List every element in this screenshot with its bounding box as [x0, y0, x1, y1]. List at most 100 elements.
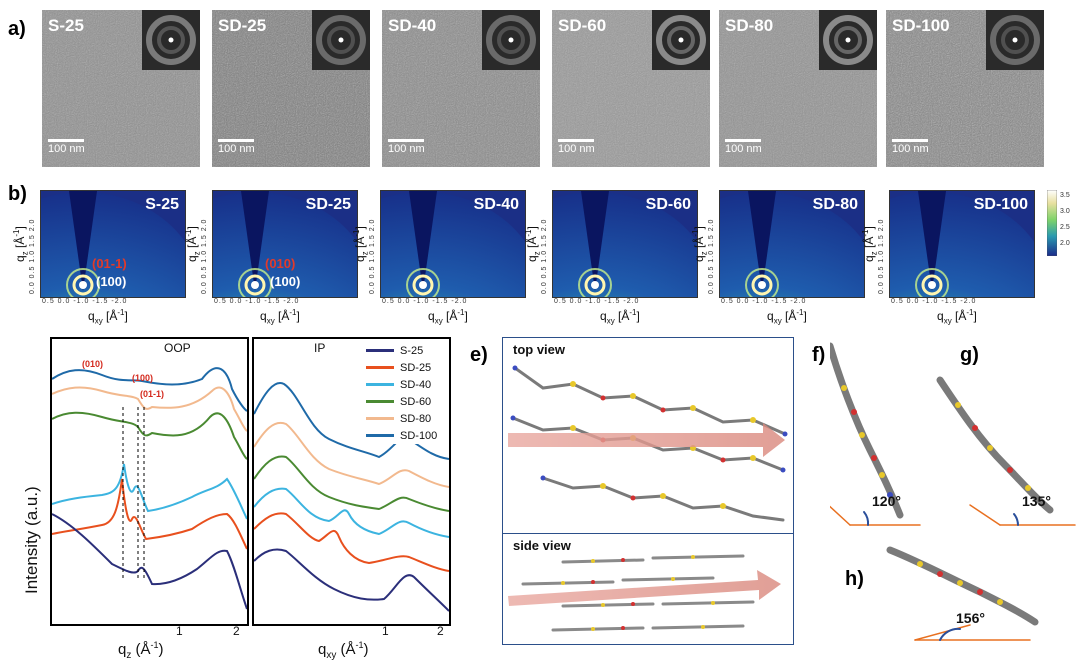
giwaxs-pattern: SD-40 [380, 190, 526, 298]
oop-curve-sd60 [52, 411, 247, 460]
giwaxs-annotation-011: (01-1) [92, 256, 127, 271]
colorbar-tick: 3.0 [1060, 208, 1070, 215]
giwaxs-sample-label: S-25 [145, 196, 179, 213]
fft-inset [312, 10, 370, 70]
ip-tick-1: 1 [382, 624, 389, 638]
scale-bar: 100 nm [388, 139, 425, 155]
giwaxs-pattern: SD-100 [889, 190, 1035, 298]
tem-sample-label: S-25 [48, 16, 84, 35]
panel-label-a: a) [8, 18, 26, 40]
colorbar-tick: 2.5 [1060, 224, 1070, 231]
giwaxs-sample-label: SD-40 [473, 196, 519, 213]
tem-image: S-25 100 nm [42, 10, 200, 167]
angle-label-h: 156° [956, 610, 985, 626]
colorbar-ticks: 3.5 3.0 2.5 2.0 [1060, 188, 1070, 252]
oop-curve-sd100 [52, 367, 247, 412]
giwaxs-sample-label: SD-80 [812, 196, 858, 213]
molecule-conformations [830, 342, 1076, 641]
ip-curves [254, 382, 449, 612]
giwaxs-x-ticks: 0.5 0.0 -1.0 -1.5 -2.0 [891, 298, 977, 305]
tem-image: SD-100 100 nm [886, 10, 1044, 167]
giwaxs-sample-label: SD-100 [973, 196, 1028, 213]
giwaxs-y-axis-label: qz [Å-1] [524, 226, 542, 262]
giwaxs-y-axis-label: qz [Å-1] [691, 226, 709, 262]
giwaxs-y-axis-label: qz [Å-1] [861, 226, 879, 262]
giwaxs-image [381, 191, 525, 297]
scale-bar: 100 nm [48, 139, 85, 155]
ip-curve-sd80 [254, 421, 449, 488]
molecule-g [936, 376, 1076, 526]
giwaxs-y-ticks: 0.0 0.5 1.0 1.5 2.0 [201, 218, 208, 294]
colorbar-tick: 3.5 [1060, 192, 1070, 199]
oop-peak-label-100: (100) [132, 373, 154, 383]
top-view-molecules [508, 365, 788, 522]
giwaxs-x-axis-label: qxy [Å-1] [88, 308, 128, 326]
tem-sample-label: SD-60 [558, 16, 607, 35]
oop-tick-2: 2 [233, 624, 240, 638]
tem-sample-label: SD-25 [218, 16, 267, 35]
giwaxs-annotation-010: (010) [265, 256, 296, 271]
scale-bar: 100 nm [892, 139, 929, 155]
fft-inset [142, 10, 200, 70]
ip-curve-sd40 [254, 487, 449, 538]
legend-item: SD-80 [366, 410, 437, 427]
ip-curve-s25 [254, 548, 449, 612]
top-view-label: top view [513, 342, 566, 357]
ip-curve-sd60 [254, 455, 449, 512]
giwaxs-annotation-100: (100) [270, 274, 301, 289]
tem-sample-label: SD-100 [892, 16, 950, 35]
giwaxs-pattern: SD-60 [552, 190, 698, 298]
giwaxs-x-ticks: 0.5 0.0 -1.0 -1.5 -2.0 [214, 298, 300, 305]
oop-tick-1: 1 [176, 624, 183, 638]
oop-x-axis-label: qz (Å-1) [118, 640, 164, 661]
oop-title: OOP [164, 341, 191, 355]
ip-plot: IP S-25 SD-25 SD-40 SD-60 SD-80 SD-100 [252, 337, 451, 626]
side-view-arrow [508, 570, 781, 606]
giwaxs-x-ticks: 0.5 0.0 -1.0 -1.5 -2.0 [42, 298, 128, 305]
tem-image: SD-60 100 nm [552, 10, 710, 167]
giwaxs-y-ticks: 0.0 0.5 1.0 1.5 2.0 [708, 218, 715, 294]
tem-image: SD-80 100 nm [719, 10, 877, 167]
angle-label-g: 135° [1022, 493, 1051, 509]
tem-sample-label: SD-40 [388, 16, 437, 35]
giwaxs-y-ticks: 0.0 0.5 1.0 1.5 2.0 [29, 218, 36, 294]
side-view-frame: side view [502, 533, 794, 645]
scale-bar: 100 nm [725, 139, 762, 155]
panel-label-h: h) [845, 568, 864, 590]
tem-image: SD-40 100 nm [382, 10, 540, 167]
giwaxs-x-axis-label: qxy [Å-1] [937, 308, 977, 326]
fft-inset [986, 10, 1044, 70]
giwaxs-pattern: S-25 [40, 190, 186, 298]
tem-sample-label: SD-80 [725, 16, 774, 35]
giwaxs-x-ticks: 0.5 0.0 -1.0 -1.5 -2.0 [721, 298, 807, 305]
side-view-molecules [508, 554, 781, 632]
top-view-arrow [508, 423, 785, 457]
legend-item: S-25 [366, 342, 437, 359]
fft-inset [652, 10, 710, 70]
giwaxs-image [213, 191, 357, 297]
ip-tick-2: 2 [437, 624, 444, 638]
giwaxs-y-axis-label: qz [Å-1] [352, 226, 370, 262]
ip-title: IP [314, 341, 326, 355]
giwaxs-x-axis-label: qxy [Å-1] [767, 308, 807, 326]
panel-label-g: g) [960, 344, 979, 366]
giwaxs-image [553, 191, 697, 297]
legend: S-25 SD-25 SD-40 SD-60 SD-80 SD-100 [366, 342, 438, 444]
oop-peak-label-011: (01-1) [140, 389, 165, 399]
molecule-h [886, 546, 1039, 641]
tem-image: SD-25 100 nm [212, 10, 370, 167]
legend-item: SD-60 [366, 393, 437, 410]
oop-peak-label-010: (010) [82, 359, 104, 369]
ip-curve-sd25 [254, 512, 449, 572]
giwaxs-x-axis-label: qxy [Å-1] [600, 308, 640, 326]
giwaxs-x-ticks: 0.5 0.0 -1.0 -1.5 -2.0 [554, 298, 640, 305]
giwaxs-sample-label: SD-60 [645, 196, 691, 213]
giwaxs-y-ticks: 0.0 0.5 1.0 1.5 2.0 [878, 218, 885, 294]
giwaxs-sample-label: SD-25 [305, 196, 351, 213]
legend-item: SD-40 [366, 376, 437, 393]
colorbar-tick: 2.0 [1060, 240, 1070, 247]
angle-label-f: 120° [872, 493, 901, 509]
giwaxs-x-axis-label: qxy [Å-1] [428, 308, 468, 326]
scale-bar: 100 nm [558, 139, 595, 155]
intensity-axis-label: Intensity (a.u.) [22, 486, 41, 594]
